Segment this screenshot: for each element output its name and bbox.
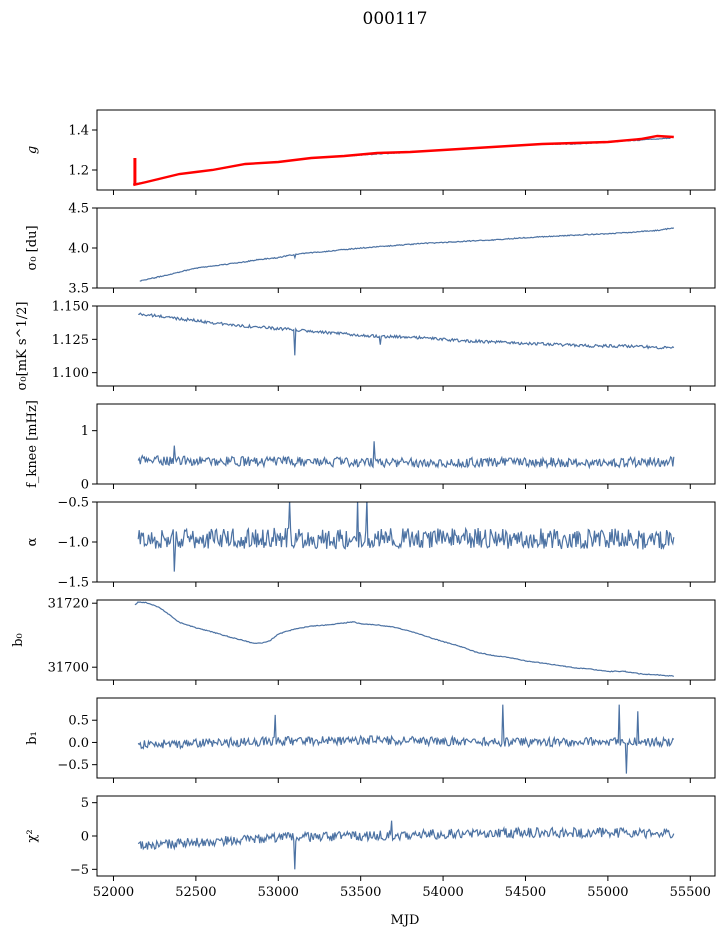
y-axis-label: g [25,146,40,154]
axes-frame [96,109,716,191]
axes-frame [96,403,716,485]
series-line-b0 [134,601,675,677]
y-tick-label: 0.5 [68,714,89,729]
y-tick-label: 1.150 [52,300,89,315]
y-tick-label: 1.125 [52,333,89,348]
x-tick-label: 54500 [505,885,546,900]
x-tick-label: 55000 [587,885,628,900]
panel-alpha: −1.5 −1.0 −0.5 α [25,496,716,591]
y-tick-label: 4.0 [68,242,89,257]
y-tick-label: 3.5 [68,282,89,297]
series-line-alpha [137,502,675,572]
y-tick-label: 1.4 [68,124,89,139]
x-tick-label: 52500 [175,885,216,900]
series-line-sigma0_du [139,227,675,282]
y-tick-label: 1.2 [68,164,89,179]
y-tick-label: −0.5 [57,758,89,773]
panels: 1.2 1.4 g 3.5 4.0 4.5 σ₀ [du] 1.100 1.125 1.150 σ₀… [11,109,716,900]
y-tick-label: 0 [81,478,89,493]
axes-frame [96,599,716,681]
y-tick-label: 4.5 [68,202,89,217]
y-tick-label: −0.5 [57,496,89,511]
y-tick-label: 31720 [48,597,89,612]
x-tick-label: 53000 [258,885,299,900]
y-axis-label: σ₀ [du] [25,225,40,270]
series-line-fknee [137,441,675,470]
y-tick-label: −1.5 [57,576,89,591]
y-tick-label: 0.0 [68,736,89,751]
x-tick-label: 55500 [670,885,711,900]
x-tick-label: 54000 [422,885,463,900]
y-tick-label: −1.0 [57,536,89,551]
series-line-b1 [137,704,675,774]
y-axis-label: χ² [25,829,40,842]
y-tick-label: 31700 [48,661,89,676]
panel-sigma0_mks: 1.100 1.125 1.150 σ₀[mK s^1/2] [15,300,716,391]
y-tick-label: −5 [70,863,89,878]
y-axis-label: b₁ [25,731,40,745]
y-tick-label: 0 [81,830,89,845]
x-tick-label: 52000 [93,885,134,900]
panel-chi2: −5 0 5 52000 52500 53000 53500 54000 54500 55000 5… [25,795,716,900]
series-line-g [132,137,671,185]
y-axis-label: σ₀[mK s^1/2] [15,302,30,391]
axes-frame [96,697,716,779]
x-tick-label: 53500 [340,885,381,900]
panel-b0: 31700 31720 b₀ [11,597,716,685]
panel-fknee: 0 1 f_knee [mHz] [25,400,716,493]
x-axis-label: MJD [391,913,420,928]
fit-line [133,134,674,187]
y-tick-label: 1 [81,424,89,439]
y-tick-label: 1.100 [52,366,89,381]
y-tick-label: 5 [81,796,89,811]
series-line-sigma0_mks [138,312,675,356]
axes-frame [96,305,716,387]
panel-b1: −0.5 0.0 0.5 b₁ [25,697,716,783]
axes-frame [96,207,716,289]
panel-sigma0_du: 3.5 4.0 4.5 σ₀ [du] [25,202,716,297]
series-line-chi2 [137,820,675,870]
figure-title: 000117 [363,9,428,29]
panel-g: 1.2 1.4 g [25,109,716,195]
y-axis-label: α [25,537,40,546]
y-axis-label: b₀ [11,633,26,647]
y-axis-label: f_knee [mHz] [25,400,40,488]
